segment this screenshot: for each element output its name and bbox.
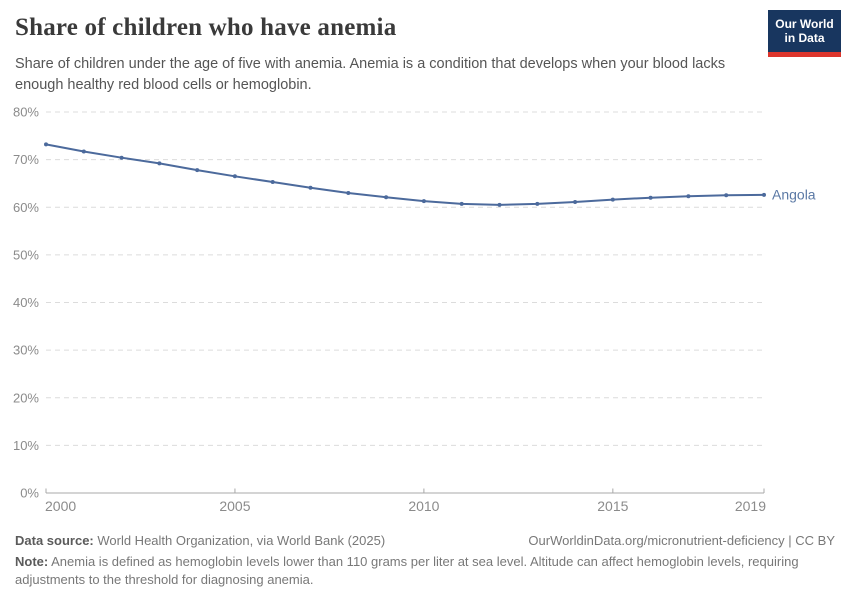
data-point (421, 199, 426, 204)
data-point (308, 185, 313, 190)
chart-note: Note: Anemia is defined as hemoglobin le… (15, 553, 805, 589)
y-axis-tick-label: 10% (13, 438, 39, 453)
data-source-value: World Health Organization, via World Ban… (93, 533, 386, 548)
data-point (648, 195, 653, 200)
page-title: Share of children who have anemia (15, 14, 397, 41)
data-point (573, 200, 578, 204)
y-axis-tick-label: 0% (20, 486, 39, 501)
data-point (44, 142, 48, 147)
x-axis-tick-label: 2010 (408, 498, 439, 514)
data-point (459, 201, 464, 206)
data-point (270, 180, 275, 184)
data-point (610, 197, 615, 202)
owid-logo-line1: Our World (775, 17, 834, 31)
data-point (232, 174, 237, 179)
data-point (686, 194, 691, 199)
y-axis-tick-label: 20% (13, 390, 39, 405)
y-axis-tick-label: 60% (13, 200, 39, 215)
data-source-label: Data source: (15, 533, 94, 548)
data-point (384, 195, 389, 200)
x-axis-tick-label: 2000 (45, 498, 76, 514)
x-axis-tick-label: 2019 (735, 498, 766, 514)
x-axis-tick-label: 2015 (597, 498, 628, 514)
x-axis-tick-label: 2005 (219, 498, 250, 514)
y-axis-tick-label: 50% (13, 247, 39, 262)
trend-line (45, 143, 765, 206)
data-point (157, 161, 162, 166)
chart-note-value: Anemia is defined as hemoglobin levels l… (15, 554, 799, 588)
data-source: Data source: World Health Organization, … (15, 533, 385, 548)
data-point (346, 191, 351, 195)
y-axis-tick-label: 30% (13, 343, 39, 358)
data-point (497, 202, 502, 207)
chart-subtitle: Share of children under the age of five … (15, 56, 726, 93)
chart-note-label: Note: (15, 554, 49, 569)
data-point (724, 193, 729, 198)
y-axis-tick-label: 70% (13, 152, 39, 167)
y-axis-tick-label: 40% (13, 295, 39, 310)
series-label-angola: Angola (772, 186, 816, 202)
data-point (81, 149, 86, 154)
owid-logo: Our World in Data (768, 10, 841, 57)
y-axis-tick-label: 80% (13, 105, 39, 120)
data-point (195, 168, 200, 173)
footer-link[interactable]: OurWorldinData.org/micronutrient-deficie… (528, 533, 835, 548)
data-point (762, 192, 766, 197)
owid-logo-line2: in Data (784, 31, 825, 46)
data-point (535, 201, 540, 206)
data-point (119, 155, 124, 160)
